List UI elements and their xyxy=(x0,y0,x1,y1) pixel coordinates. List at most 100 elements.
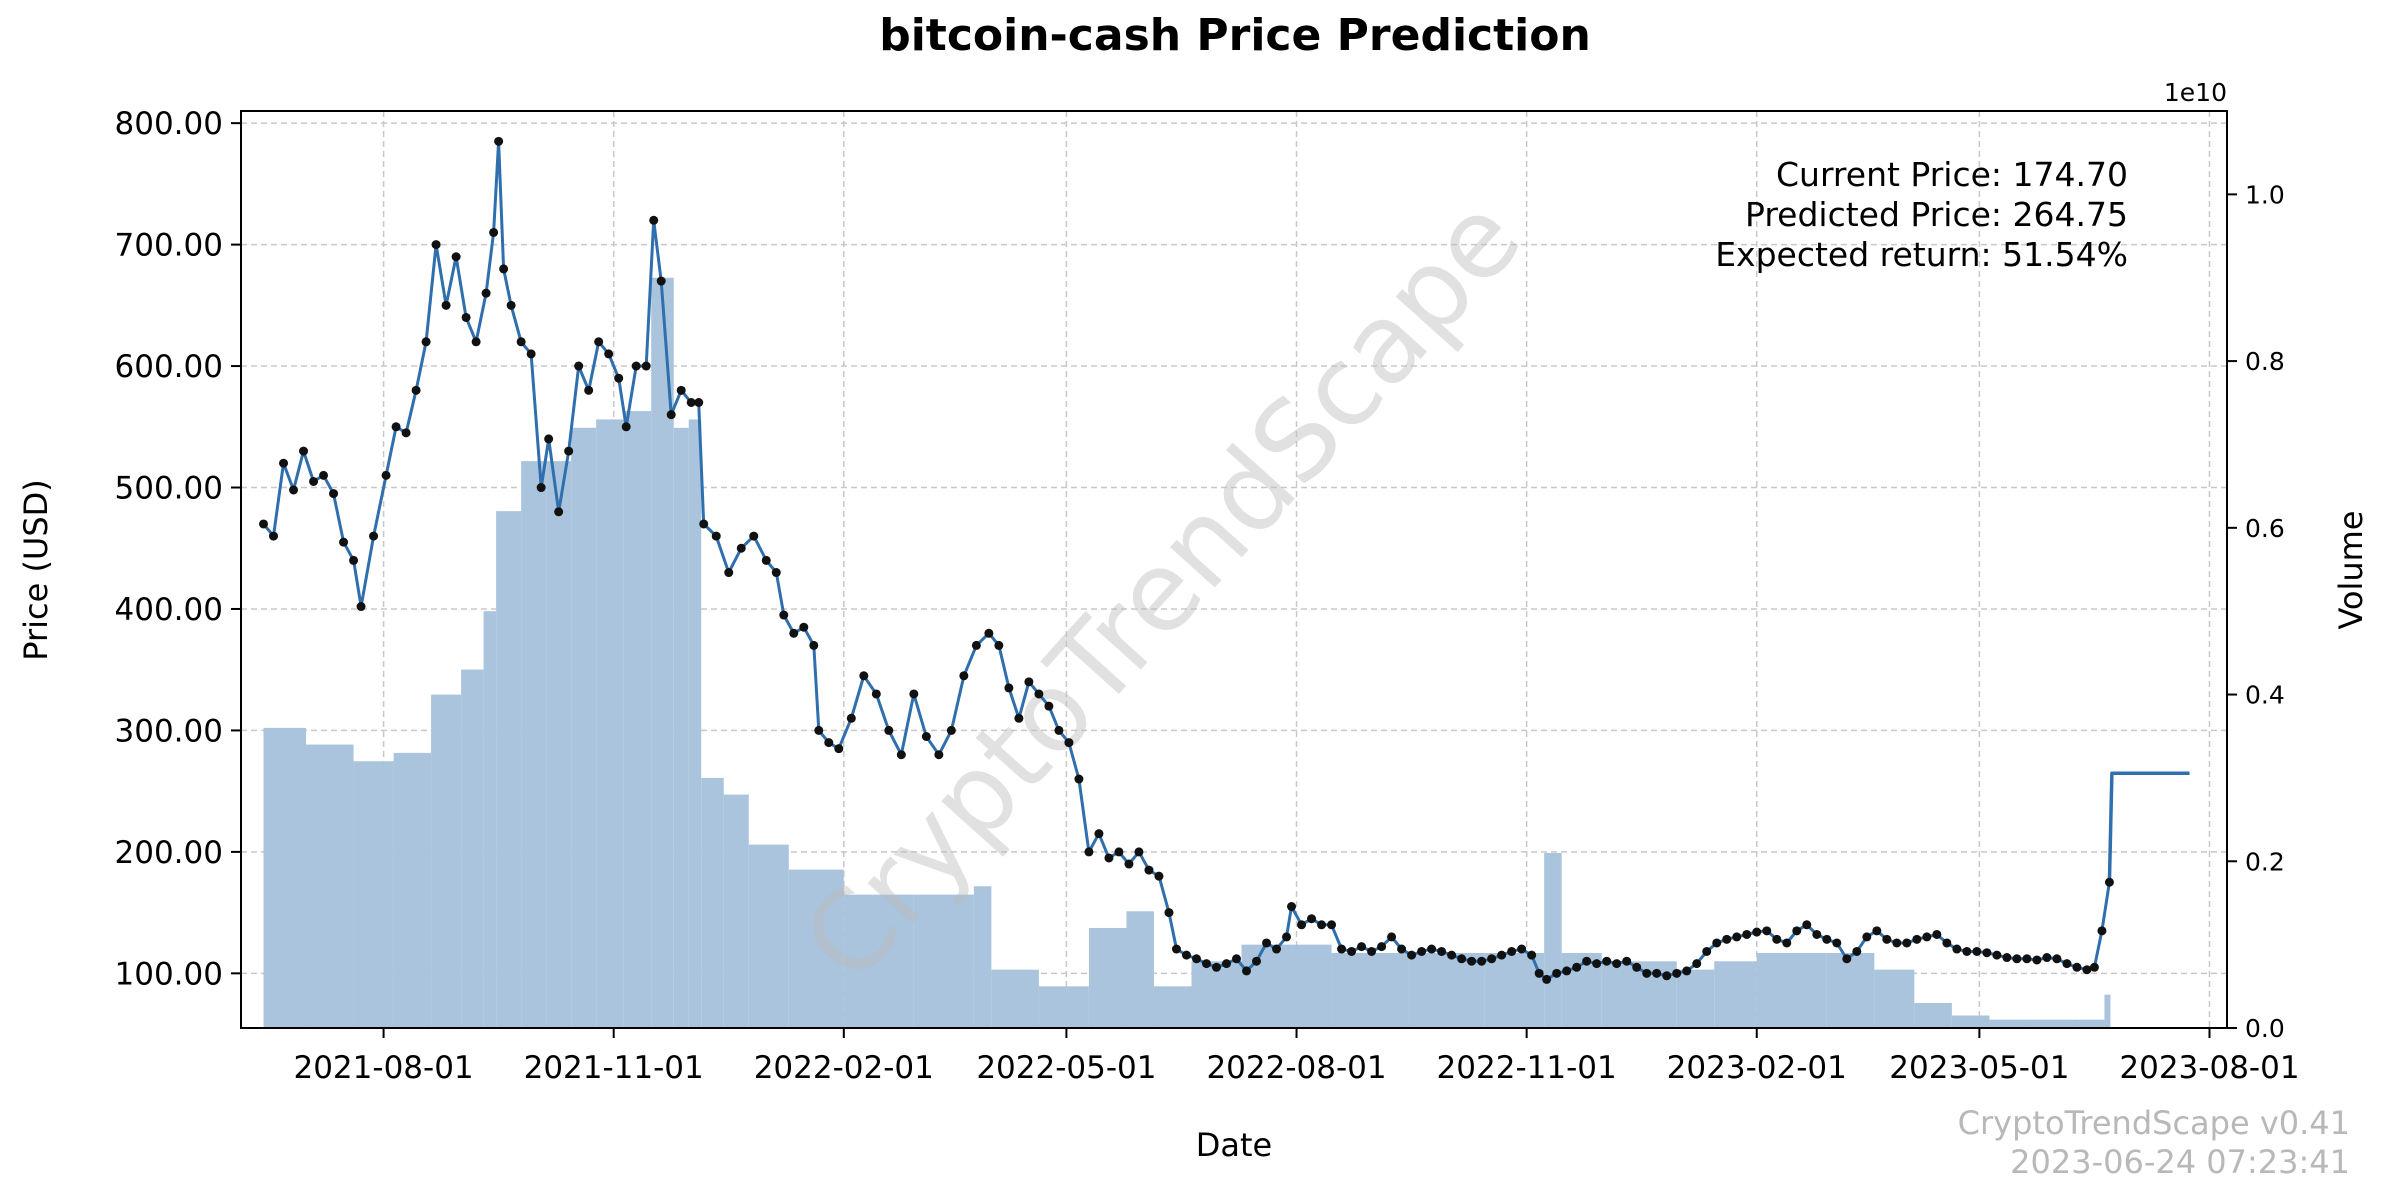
y-axis-label: Price (USD) xyxy=(17,479,55,661)
price-point xyxy=(1672,968,1682,978)
price-point xyxy=(631,361,641,371)
volume-bar xyxy=(2079,1019,2105,1028)
price-point xyxy=(431,240,441,250)
price-point xyxy=(1477,956,1487,966)
volume-bar xyxy=(1291,944,1332,1028)
price-point xyxy=(1822,934,1832,944)
price-point xyxy=(1211,962,1221,972)
price-point xyxy=(1171,944,1181,954)
y2-tick-label: 0.0 xyxy=(2245,1014,2285,1043)
price-point xyxy=(1074,774,1084,784)
price-point xyxy=(1922,932,1932,942)
price-point xyxy=(1181,950,1191,960)
volume-bar xyxy=(1484,952,1545,1028)
volume-bar xyxy=(496,511,522,1028)
price-point xyxy=(1262,938,1272,948)
price-point xyxy=(2052,954,2062,964)
volume-bar xyxy=(913,894,974,1028)
price-point xyxy=(809,640,819,650)
volume-bar xyxy=(571,427,597,1028)
price-point xyxy=(1084,847,1094,857)
price-point xyxy=(1201,959,1211,969)
price-point xyxy=(1164,908,1174,918)
price-point xyxy=(1517,944,1527,954)
price-point xyxy=(381,470,391,480)
price-point xyxy=(1347,946,1357,956)
price-point xyxy=(1962,946,1972,956)
x-axis-ticks: 2021-08-01 2021-11-01 2022-02-01 2022-05-01… xyxy=(293,1028,2300,1086)
price-point xyxy=(1387,932,1397,942)
volume-bar xyxy=(1914,1002,1952,1028)
price-point xyxy=(594,337,604,347)
price-point xyxy=(934,750,944,760)
price-point xyxy=(2097,926,2107,936)
volume-bar xyxy=(483,611,497,1028)
volume-bar xyxy=(788,869,844,1028)
price-point xyxy=(1104,853,1114,863)
price-point xyxy=(2089,962,2099,972)
price-point xyxy=(1662,971,1672,981)
price-point xyxy=(1307,914,1317,924)
price-point xyxy=(1592,959,1602,969)
x-tick-label: 2023-05-01 xyxy=(1889,1050,2069,1086)
price-point xyxy=(1862,932,1872,942)
volume-bar xyxy=(1756,952,1827,1028)
price-point xyxy=(1272,944,1282,954)
price-point xyxy=(1692,959,1702,969)
volume-bar xyxy=(1676,969,1715,1028)
price-point xyxy=(1912,934,1922,944)
price-point xyxy=(1034,689,1044,699)
footer-version: CryptoTrendScape v0.41 xyxy=(1958,1104,2350,1142)
price-point xyxy=(771,568,781,578)
price-point xyxy=(451,252,461,262)
price-point xyxy=(1377,942,1387,952)
x-tick-label: 2022-08-01 xyxy=(1206,1050,1386,1086)
price-point xyxy=(1407,950,1417,960)
x-tick-label: 2021-08-01 xyxy=(293,1050,473,1086)
price-point xyxy=(1507,946,1517,956)
price-point xyxy=(1552,968,1562,978)
price-point xyxy=(1467,956,1477,966)
price-point xyxy=(1337,944,1347,954)
y-tick-label: 700.00 xyxy=(115,228,223,264)
volume-bar xyxy=(1951,1015,1990,1028)
volume-bar xyxy=(1088,927,1127,1028)
price-point xyxy=(441,300,451,310)
price-point xyxy=(1367,946,1377,956)
price-point xyxy=(526,349,536,359)
price-point xyxy=(984,628,994,638)
plot-frame xyxy=(240,110,2228,1029)
volume-bar xyxy=(2104,994,2111,1028)
volume-bar xyxy=(1989,1019,2027,1028)
x-tick-label: 2022-11-01 xyxy=(1437,1050,1617,1086)
x-tick-label: 2022-02-01 xyxy=(754,1050,934,1086)
x-tick-label: 2021-11-01 xyxy=(524,1050,704,1086)
price-point xyxy=(1327,920,1337,930)
volume-bar xyxy=(1874,969,1915,1028)
price-point xyxy=(1134,847,1144,857)
price-point xyxy=(799,622,809,632)
volume-bar xyxy=(701,777,724,1028)
price-point xyxy=(1297,920,1307,930)
price-point xyxy=(1972,946,1982,956)
price-point xyxy=(1252,956,1262,966)
price-point xyxy=(1534,968,1544,978)
volume-bar xyxy=(1066,986,1089,1028)
y2-axis-ticks: 0.0 0.2 0.4 0.6 0.8 1.0 xyxy=(2227,180,2285,1043)
volume-bar xyxy=(1126,911,1154,1028)
price-point xyxy=(1702,946,1712,956)
price-point xyxy=(834,744,844,754)
price-point xyxy=(544,434,554,444)
price-point xyxy=(279,458,289,468)
price-point xyxy=(1357,942,1367,952)
price-point xyxy=(1602,956,1612,966)
price-markers xyxy=(259,136,2114,984)
price-point xyxy=(1427,944,1437,954)
volume-bar xyxy=(623,411,652,1028)
volume-bar xyxy=(1826,952,1875,1028)
price-point xyxy=(1054,725,1064,735)
price-point xyxy=(1191,954,1201,964)
volume-bar xyxy=(1544,852,1562,1028)
price-point xyxy=(1437,946,1447,956)
y2-tick-label: 0.6 xyxy=(2245,514,2285,543)
